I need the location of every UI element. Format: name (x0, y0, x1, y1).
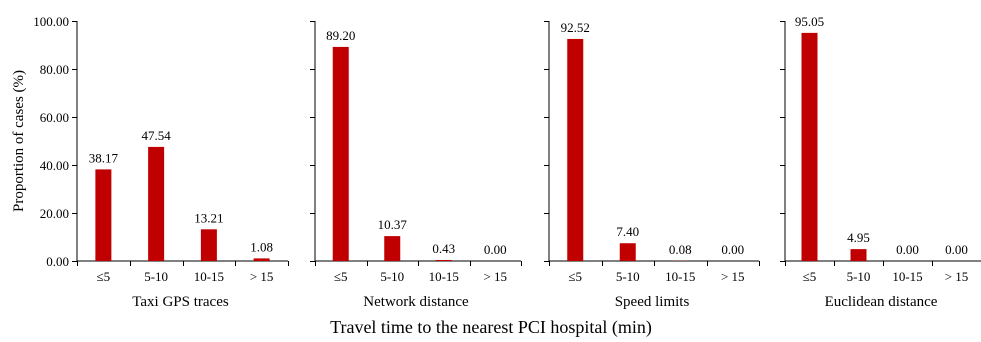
x-tick-label: 10-15 (429, 269, 459, 284)
bar-value-label: 7.40 (616, 224, 639, 239)
y-tick-label: 40.00 (40, 158, 69, 173)
panel-title: Network distance (363, 294, 469, 310)
x-tick-label: 10-15 (194, 269, 224, 284)
chart-panel-1: 0.00 20.00 40.00 60.00 80.00 100.00 38.17 ≤5 47.… (33, 14, 288, 310)
shared-x-axis-label: Travel time to the nearest PCI hospital … (330, 317, 652, 338)
bar (851, 249, 867, 261)
bar-value-label: 0.00 (945, 242, 968, 257)
bar-value-label: 38.17 (89, 150, 119, 165)
bar (384, 236, 400, 261)
bar-value-label: 0.00 (721, 242, 744, 257)
bar-value-label: 89.20 (326, 28, 355, 43)
x-tick-label: 5-10 (616, 269, 640, 284)
x-tick-label: ≤5 (568, 269, 582, 284)
bar (148, 147, 164, 261)
bar-value-label: 47.54 (142, 128, 172, 143)
bar (620, 243, 636, 261)
y-tick-label: 60.00 (40, 110, 69, 125)
bar (567, 39, 583, 261)
x-tick-label: 5-10 (144, 269, 168, 284)
x-tick-label: 5-10 (847, 269, 871, 284)
x-tick-label: > 15 (483, 269, 507, 284)
y-tick-label: 100.00 (33, 14, 69, 29)
y-axis-label: Proportion of cases (%) (11, 70, 27, 212)
panel-title: Euclidean distance (825, 294, 938, 310)
bar (802, 33, 818, 261)
bar-value-label: 0.00 (896, 242, 919, 257)
bar (436, 260, 452, 261)
x-tick-label: > 15 (945, 269, 969, 284)
x-tick-label: 10-15 (665, 269, 695, 284)
x-tick-label: ≤5 (97, 269, 111, 284)
bar-value-label: 0.43 (432, 241, 455, 256)
bar (254, 258, 270, 261)
x-tick-label: 10-15 (892, 269, 922, 284)
bar-value-label: 0.00 (484, 242, 507, 257)
bar-value-label: 10.37 (378, 217, 408, 232)
bar-value-label: 0.08 (669, 242, 692, 257)
x-tick-label: ≤5 (334, 269, 348, 284)
bar-value-label: 13.21 (194, 210, 223, 225)
bar (333, 47, 349, 261)
y-tick-label: 20.00 (40, 206, 69, 221)
y-tick-label: 80.00 (40, 62, 69, 77)
panel-title: Taxi GPS traces (132, 294, 229, 310)
panel-title: Speed limits (615, 294, 690, 310)
bar-value-label: 92.52 (561, 20, 590, 35)
x-tick-label: ≤5 (803, 269, 817, 284)
bar (95, 169, 111, 261)
chart-panel-3: 92.52 ≤5 7.40 5-10 0.08 10-15 0.00 > 15 Speed li… (544, 20, 760, 310)
chart-panels: 0.00 20.00 40.00 60.00 80.00 100.00 38.17 ≤5 47.… (33, 14, 981, 310)
bar (201, 229, 217, 261)
bar-value-label: 1.08 (250, 239, 273, 254)
bar-value-label: 4.95 (847, 230, 870, 245)
bar-value-label: 95.05 (795, 14, 824, 29)
y-tick-label: 0.00 (46, 254, 69, 269)
chart-panel-4: 95.05 ≤5 4.95 5-10 0.00 10-15 0.00 > 15 Euclidea… (780, 14, 981, 310)
x-tick-label: 5-10 (380, 269, 404, 284)
chart-panel-2: 89.20 ≤5 10.37 5-10 0.43 10-15 0.00 > 15 Network… (310, 21, 522, 310)
x-tick-label: > 15 (250, 269, 274, 284)
x-tick-label: > 15 (721, 269, 745, 284)
